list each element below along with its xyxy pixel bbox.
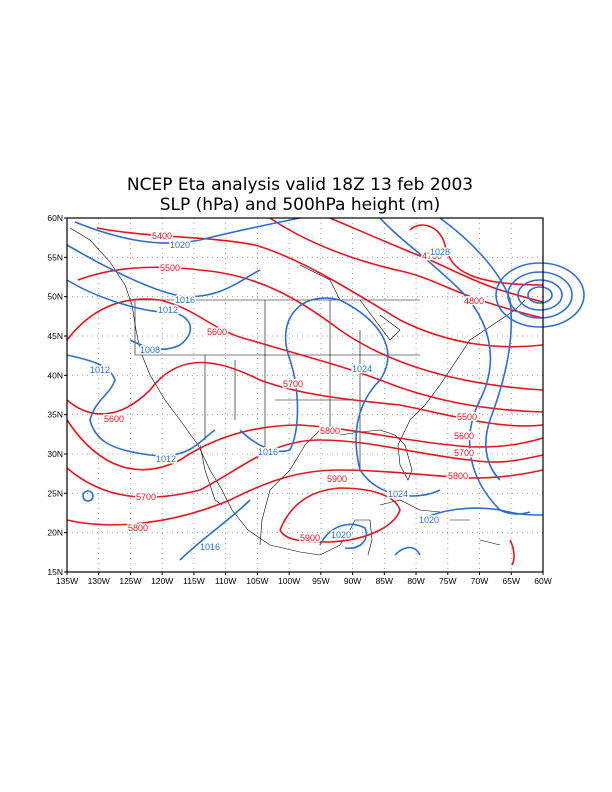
lon-tick-label: 90W [344,576,361,586]
slp-label: 1008 [140,345,160,355]
height-label: 4700 [422,251,442,261]
lon-tick-label: 80W [407,576,424,586]
height-label: 5500 [160,263,180,273]
lat-tick-label: 35N [47,410,63,420]
lon-tick-label: 85W [376,576,393,586]
height-label: 5700 [283,379,303,389]
lon-tick-label: 75W [439,576,456,586]
lat-tick-label: 30N [47,449,63,459]
slp-label: 1020 [331,530,351,540]
slp-label: 1024 [352,364,372,374]
height-label: 5800 [448,471,468,481]
lat-tick-label: 60N [47,213,63,223]
height-label: 5600 [104,414,124,424]
height-label: 4800 [464,296,484,306]
slp-label: 1016 [258,447,278,457]
lon-tick-label: 100W [278,576,300,586]
height-label: 5900 [327,474,347,484]
slp-label: 1012 [158,305,178,315]
slp-label: 1012 [156,454,176,464]
slp-label: 1020 [419,515,439,525]
height-contours [66,217,544,566]
lat-tick-label: 55N [47,252,63,262]
lon-tick-label: 95W [312,576,329,586]
lat-tick-label: 40N [47,370,63,380]
height-label: 5700 [454,448,474,458]
lat-tick-label: 20N [47,528,63,538]
lon-tick-label: 125W [119,576,141,586]
height-label: 5700 [136,492,156,502]
height-label: 5500 [457,412,477,422]
lat-tick-label: 15N [47,567,63,577]
lon-tick-label: 110W [215,576,237,586]
lat-tick-label: 45N [47,331,63,341]
slp-label: 1028 [430,247,450,257]
grid [67,218,543,572]
height-label: 5600 [454,431,474,441]
height-label: 5600 [207,327,227,337]
map-frame [66,217,544,573]
slp-label: 1012 [90,365,110,375]
lon-tick-label: 115W [183,576,205,586]
lat-tick-label: 25N [47,488,63,498]
slp-contours [66,217,585,561]
height-label: 5900 [300,533,320,543]
lon-tick-label: 60W [534,576,551,586]
height-label: 5400 [152,231,172,241]
height-label: 5800 [128,523,148,533]
lat-tick-label: 50N [47,292,63,302]
lon-tick-label: 135W [56,576,78,586]
slp-label: 1016 [200,542,220,552]
lon-tick-label: 105W [246,576,268,586]
slp-label: 1020 [170,240,190,250]
contour-labels: 5400 5500 5600 5700 5800 5900 5900 5800 5700 5600… [88,230,485,554]
subtitle-line: SLP (hPa) and 500hPa height (m) [160,195,441,215]
title-line: NCEP Eta analysis valid 18Z 13 feb 2003 [127,175,473,195]
lon-tick-label: 70W [471,576,488,586]
lon-tick-label: 120W [151,576,173,586]
lon-tick-label: 65W [503,576,520,586]
lon-tick-label: 130W [88,576,110,586]
slp-label: 1016 [175,295,195,305]
slp-label: 1024 [388,489,408,499]
height-label: 5800 [320,426,340,436]
